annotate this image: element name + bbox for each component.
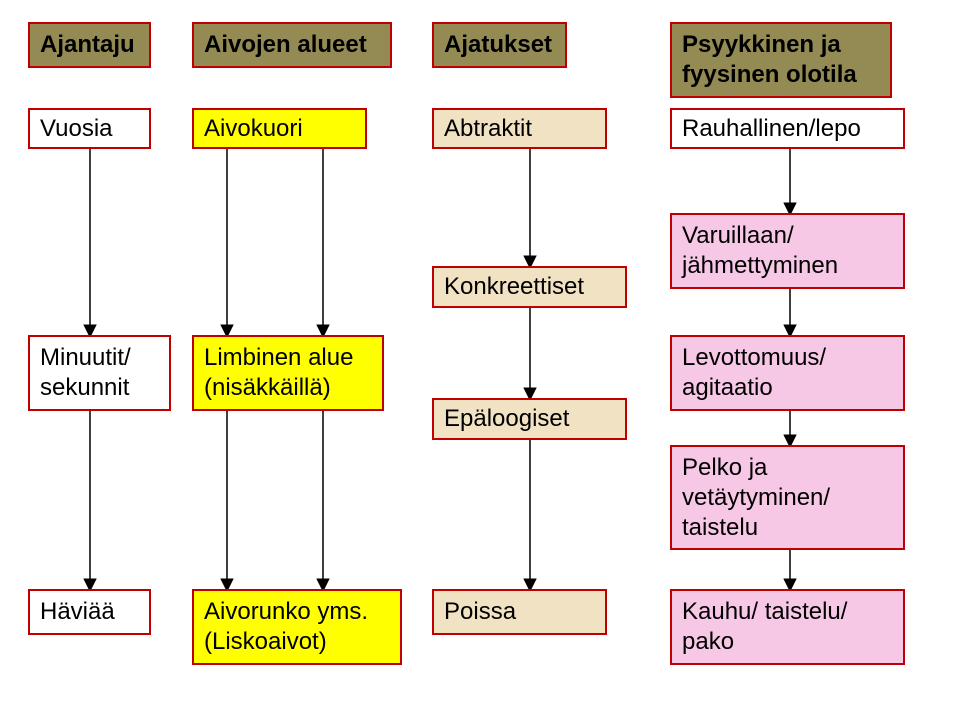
col4-r2c: Pelko ja vetäytyminen/ taistelu [670,445,905,550]
col2-r1-label: Aivokuori [204,114,303,144]
col3-r1-label: Abtraktit [444,114,532,144]
col4-r2a-label: Varuillaan/ jähmettyminen [682,221,893,281]
header-col1-label: Ajantaju [40,30,135,60]
col2-r2: Limbinen alue (nisäkkäillä) [192,335,384,411]
header-col3-label: Ajatukset [444,30,552,60]
col3-r2b: Epäloogiset [432,398,627,440]
header-col2-label: Aivojen alueet [204,30,367,60]
col2-r3: Aivorunko yms. (Liskoaivot) [192,589,402,665]
col3-r3-label: Poissa [444,597,516,627]
col4-r2b-label: Levottomuus/ agitaatio [682,343,893,403]
col3-r2a-label: Konkreettiset [444,272,584,302]
col3-r3: Poissa [432,589,607,635]
col4-r3-label: Kauhu/ taistelu/ pako [682,597,893,657]
col1-r3-label: Häviää [40,597,115,627]
header-col4: Psyykkinen ja fyysinen olotila [670,22,892,98]
col4-r1-label: Rauhallinen/lepo [682,114,861,144]
col3-r2b-label: Epäloogiset [444,404,569,434]
col2-r3-label: Aivorunko yms. (Liskoaivot) [204,597,390,657]
col3-r2a: Konkreettiset [432,266,627,308]
col1-r2-label: Minuutit/ sekunnit [40,343,159,403]
col4-r2b: Levottomuus/ agitaatio [670,335,905,411]
col1-r1-label: Vuosia [40,114,113,144]
col4-r2c-label: Pelko ja vetäytyminen/ taistelu [682,453,893,543]
col4-r2a: Varuillaan/ jähmettyminen [670,213,905,289]
header-col2: Aivojen alueet [192,22,392,68]
header-col1: Ajantaju [28,22,151,68]
col4-r3: Kauhu/ taistelu/ pako [670,589,905,665]
col1-r2: Minuutit/ sekunnit [28,335,171,411]
col1-r1: Vuosia [28,108,151,149]
col4-r1: Rauhallinen/lepo [670,108,905,149]
col3-r1: Abtraktit [432,108,607,149]
col2-r2-label: Limbinen alue (nisäkkäillä) [204,343,372,403]
col1-r3: Häviää [28,589,151,635]
header-col3: Ajatukset [432,22,567,68]
col2-r1: Aivokuori [192,108,367,149]
header-col4-label: Psyykkinen ja fyysinen olotila [682,30,880,90]
